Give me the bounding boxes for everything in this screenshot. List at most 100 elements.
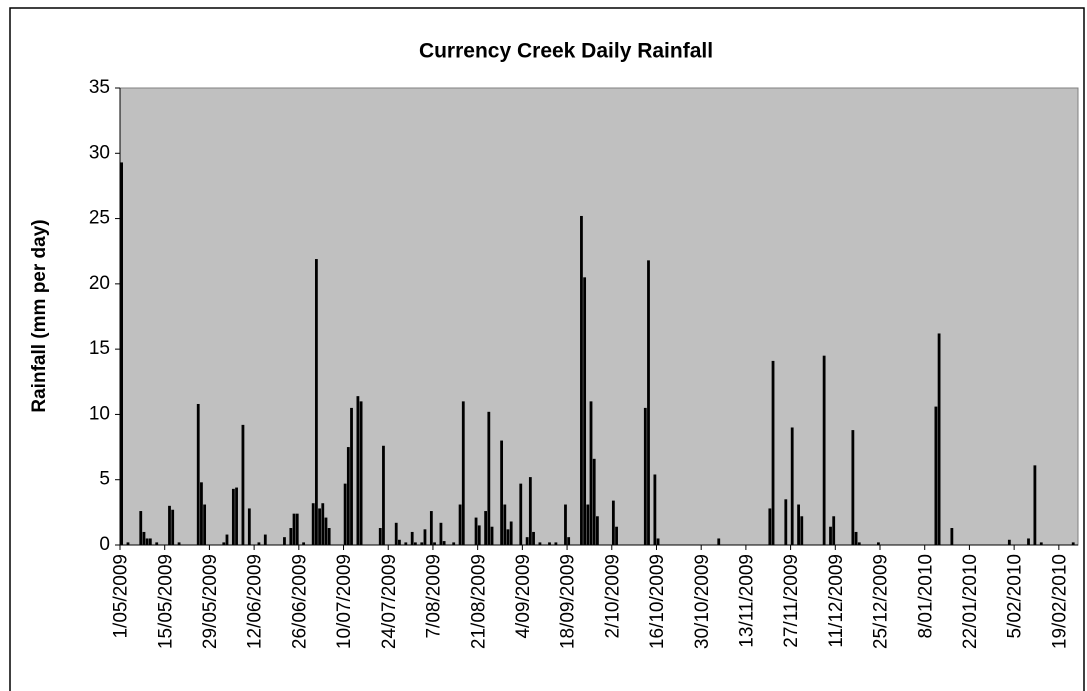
bar [289,528,293,545]
plot-area [119,87,1079,546]
x-tick-label: 25/12/2009 [871,554,892,649]
bar [203,504,207,545]
bar [474,517,478,545]
bar [548,542,551,545]
bar [653,474,657,545]
bar [257,542,261,545]
bar [484,511,488,545]
bar [413,542,417,545]
bar [1039,542,1043,545]
bar [857,542,861,545]
bar [346,447,350,545]
bar [382,445,385,545]
bar [247,508,251,545]
bar [877,542,880,545]
bar [934,406,938,545]
x-tick-label: 22/01/2010 [960,554,981,649]
x-tick-label: 2/10/2009 [602,554,623,639]
bar [145,538,149,545]
bar [506,529,510,545]
bar [196,403,200,545]
bar [350,407,353,545]
bar [615,526,618,545]
bar [439,522,443,545]
x-tick-label: 7/08/2009 [424,554,445,639]
bar [292,513,296,545]
bar [139,511,143,545]
bar [717,538,721,545]
x-tick-label: 10/07/2009 [334,554,355,649]
x-tick-label: 1/05/2009 [111,554,132,639]
bar [822,355,826,545]
x-tick-label: 8/01/2010 [915,554,936,639]
x-tick-label: 12/06/2009 [245,554,266,649]
bar [356,396,360,545]
bar [477,525,481,545]
x-tick-label: 4/09/2009 [513,554,534,639]
y-tick-label: 25 [89,208,110,229]
y-tick-label: 5 [99,469,110,490]
bar [528,477,532,545]
bar [327,528,331,545]
bar [567,537,571,545]
bar [1027,538,1030,545]
bar [950,528,954,545]
y-tick-label: 20 [89,273,110,294]
bar [378,528,382,545]
bar [647,260,650,545]
bar [490,526,494,545]
bar [442,541,446,545]
bar [832,516,836,545]
bar [458,504,462,545]
x-tick-label: 16/10/2009 [647,554,668,649]
bar [854,531,858,545]
bar [420,542,424,545]
x-tick-label: 21/08/2009 [468,554,489,649]
bar [592,458,596,545]
bar [314,259,318,545]
bar [937,333,941,545]
bar [768,508,772,545]
bar [829,526,832,545]
bar [241,424,245,545]
bar [583,277,587,545]
y-tick-label: 35 [89,77,110,98]
bar [851,430,855,545]
x-tick-label: 11/12/2009 [826,554,847,648]
bar [168,505,171,545]
bar [423,529,427,545]
bar [532,531,535,545]
bar [554,542,558,545]
bar [225,534,229,545]
x-tick-label: 24/07/2009 [379,554,400,649]
bar [656,538,660,545]
chart-title: Currency Creek Daily Rainfall [419,40,713,63]
bar [318,508,321,545]
bar [343,483,347,545]
x-tick-label: 29/05/2009 [200,554,221,649]
x-tick-label: 19/02/2010 [1049,554,1070,649]
bar [771,360,775,545]
bar [311,503,315,545]
bar [596,516,599,545]
bar [148,538,152,545]
bar [283,537,286,545]
bar [586,504,590,545]
bar [1071,542,1075,545]
bar [800,516,804,545]
y-axis-label: Rainfall (mm per day) [29,219,50,412]
bar [120,162,123,545]
bar [404,542,408,545]
bar [564,504,567,545]
x-tick-label: 15/05/2009 [155,554,176,649]
bar [500,440,504,545]
bar [790,427,794,545]
bar [177,542,181,545]
bar [321,503,325,545]
bar [797,504,800,545]
bar [503,504,507,545]
bar [410,531,414,545]
x-tick-label: 26/06/2009 [289,554,310,649]
